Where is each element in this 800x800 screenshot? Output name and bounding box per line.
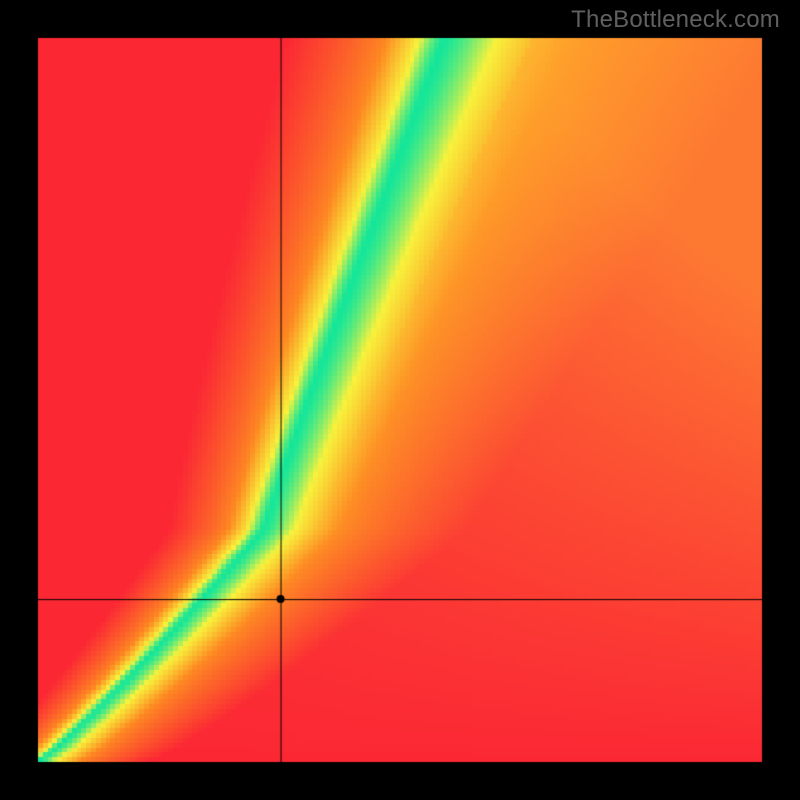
watermark-text: TheBottleneck.com bbox=[571, 6, 780, 34]
bottleneck-heatmap bbox=[0, 0, 800, 800]
